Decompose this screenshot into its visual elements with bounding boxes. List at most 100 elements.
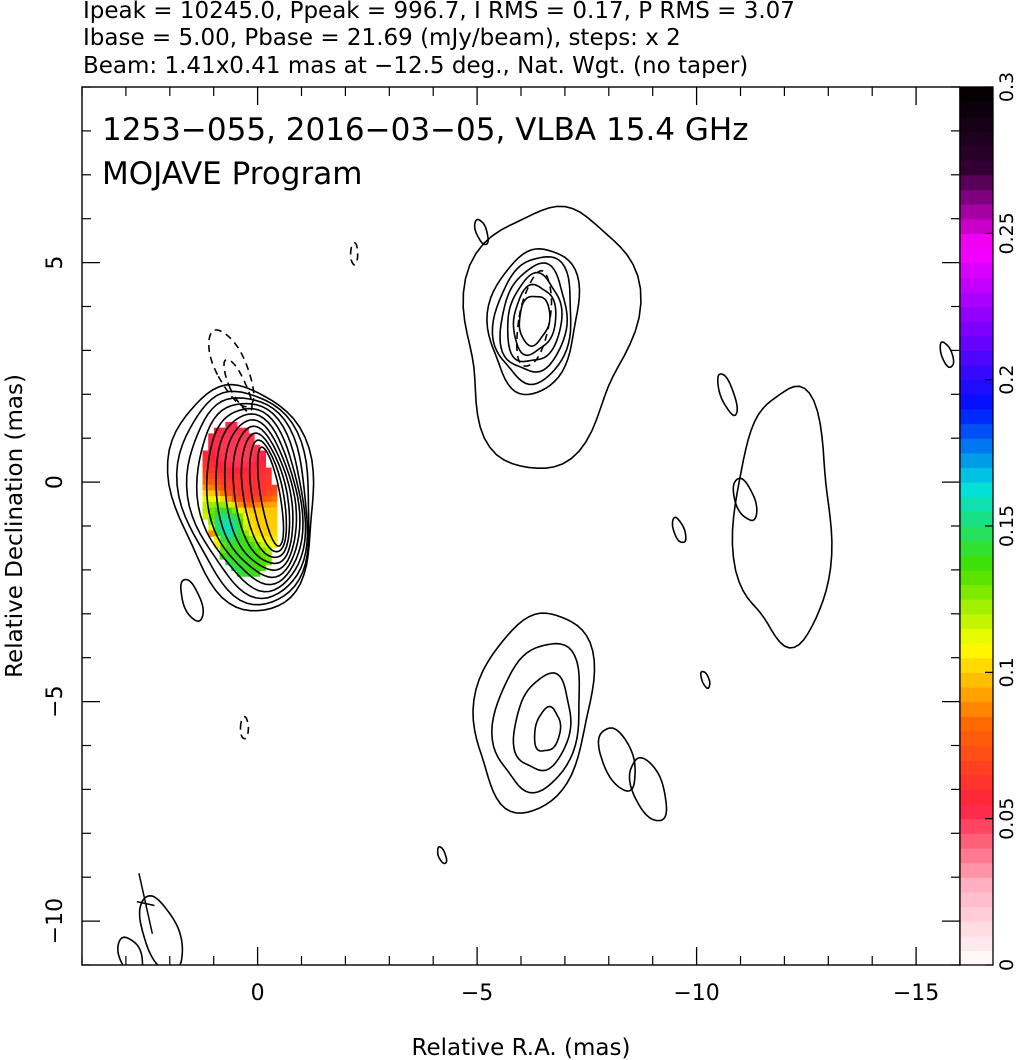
polarization-pixel (225, 444, 232, 452)
upper-jet-contour (518, 295, 551, 348)
upper-jet-contour (499, 262, 569, 373)
polarization-pixel (225, 536, 232, 543)
colorbar-segment (960, 145, 993, 161)
colorbar-segment (960, 657, 993, 673)
polarization-pixel (208, 507, 215, 514)
polarization-pixel (225, 484, 232, 492)
colorbar-segment (960, 643, 993, 659)
polarization-pixel (225, 501, 232, 509)
polarization-pixel (242, 450, 249, 457)
polarization-pixel (253, 530, 261, 537)
total-intensity-contours (116, 205, 955, 965)
polarization-pixel (219, 507, 227, 514)
polarization-pixel (265, 496, 272, 503)
colorbar-segment (960, 628, 993, 644)
colorbar-segment (960, 891, 993, 908)
polarization-pixel (219, 473, 227, 480)
polarization-pixel (231, 524, 238, 532)
polarization-pixel (236, 484, 244, 492)
polarization-pixel (202, 490, 209, 497)
colorbar-tick-label: 0.1 (996, 657, 1018, 687)
beam-minor-axis (136, 900, 155, 907)
polarization-pixel (236, 444, 244, 452)
polarization-pixel (219, 461, 227, 469)
polarization-pixel (242, 524, 249, 532)
core-contour (175, 390, 310, 606)
colorbar-tick-label: 0 (996, 959, 1018, 971)
polarization-pixel (208, 513, 215, 520)
polarization-pixel (208, 496, 215, 503)
polarization-pixel (271, 513, 278, 520)
polarization-pixel (253, 507, 261, 514)
polarization-pixel (236, 439, 244, 446)
core-contour (240, 432, 291, 559)
polarization-pixel (208, 439, 215, 446)
polarization-pixel (253, 547, 261, 554)
polarization-pixel (208, 461, 215, 469)
colorbar-segment (960, 950, 993, 966)
minor-contour (732, 477, 758, 522)
colorbar-segment (960, 804, 993, 820)
polarization-pixel (248, 530, 255, 537)
polarization-pixel (242, 513, 249, 520)
core-contour (166, 383, 315, 612)
polarization-pixel (225, 433, 232, 440)
polarization-pixel (271, 496, 278, 503)
core-contour (195, 402, 307, 593)
polarization-pixel (248, 479, 255, 486)
source-annotation: 1253−055, 2016−03−05, VLBA 15.4 GHz (102, 112, 748, 148)
polarization-pixel (259, 479, 267, 486)
colorbar-tick-label: 0.2 (996, 365, 1018, 395)
core-contour (205, 407, 304, 586)
polarization-pixel (265, 490, 272, 497)
minor-contour (717, 373, 738, 417)
polarization-pixel (208, 501, 215, 509)
x-tick-label: −5 (461, 981, 493, 1006)
polarization-pixel (225, 490, 232, 497)
header-line-3: Beam: 1.41x0.41 mas at −12.5 deg., Nat. … (83, 53, 748, 79)
colorbar-segment (960, 87, 993, 103)
colorbar-segment (960, 701, 993, 717)
polarization-pixel (242, 479, 249, 486)
polarization-pixel (231, 518, 238, 526)
polarization-pixel (219, 547, 227, 554)
minor-contour (671, 516, 687, 544)
polarization-pixel (236, 496, 244, 503)
polarization-pixel (231, 444, 238, 452)
negative-contour (208, 329, 255, 408)
polarization-pixel (242, 490, 249, 497)
polarization-pixel (225, 541, 232, 549)
colorbar-tick-label: 0.05 (996, 798, 1018, 840)
polarization-pixel (259, 490, 267, 497)
polarization-pixel (213, 433, 221, 440)
colorbar-segment (960, 935, 993, 951)
polarization-pixel (225, 461, 232, 469)
polarization-pixel (253, 490, 261, 497)
lower-jet-contour (533, 705, 562, 752)
polarization-pixel (259, 456, 267, 463)
polarization-pixel (202, 484, 209, 492)
polarization-pixel (208, 479, 215, 486)
axis-ticks: 0 −5 −10 −15 5 0 −5 −10 (43, 86, 961, 1006)
polarization-pixel (202, 507, 209, 514)
polarization-pixel (208, 524, 215, 532)
polarization-pixel (253, 444, 261, 452)
colorbar-segment (960, 160, 993, 176)
polarization-pixel (259, 553, 267, 560)
polarization-pixel (236, 564, 244, 572)
polarization-pixel (213, 518, 221, 526)
core-contour (248, 439, 288, 553)
polarization-pixel (248, 473, 255, 480)
polarization-pixel (259, 536, 267, 543)
colorbar-segment (960, 818, 993, 834)
colorbar-segment (960, 174, 993, 191)
polarization-pixel (231, 461, 238, 469)
polarization-pixel (253, 553, 261, 560)
core-contour (223, 418, 298, 572)
polarization-pixel (259, 461, 267, 469)
polarization-pixel (271, 524, 278, 532)
x-tick-label: −15 (893, 981, 939, 1006)
polarization-pixel (208, 484, 215, 492)
colorbar-segment (960, 686, 993, 703)
polarization-pixel (242, 570, 249, 577)
